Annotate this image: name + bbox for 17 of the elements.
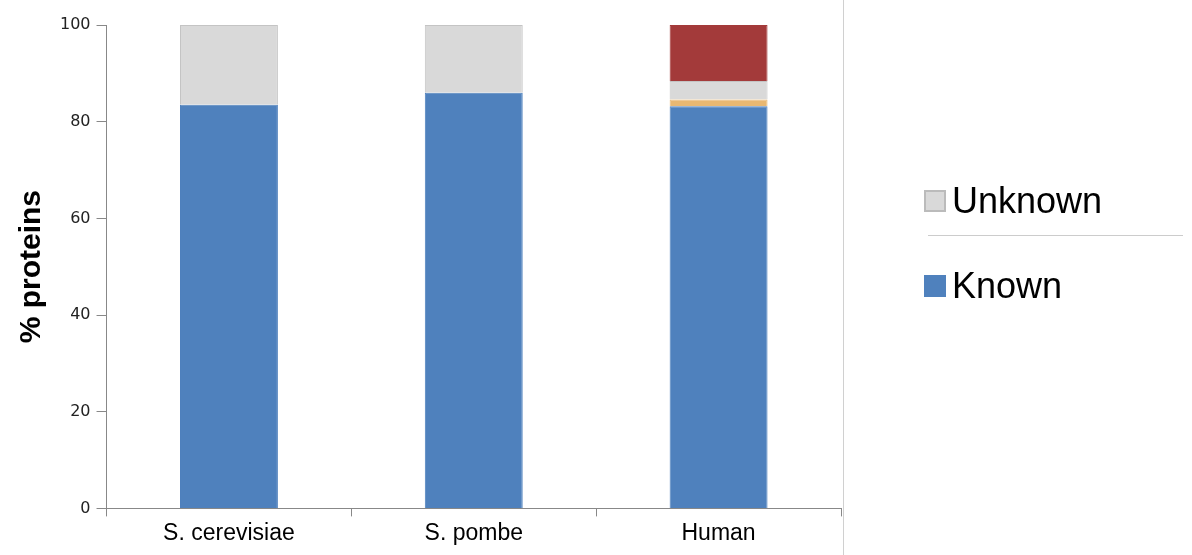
y-tick-label: 40 — [70, 304, 91, 324]
x-tick-label: S. pombe — [424, 518, 523, 545]
y-tick-label: 100 — [59, 14, 91, 34]
x-tick-label: Human — [681, 518, 756, 545]
x-tick-label: S. cerevisiae — [163, 518, 295, 545]
y-tick-label: 80 — [70, 110, 91, 130]
y-tick-label: 20 — [70, 400, 91, 420]
legend-label: Known — [952, 265, 1063, 307]
bar — [669, 25, 768, 82]
y-tick-label: 0 — [80, 497, 91, 517]
bar — [669, 99, 768, 107]
bar — [669, 106, 768, 508]
bar — [424, 92, 523, 508]
y-tick-label: 60 — [70, 207, 91, 227]
y-axis-title: % proteins — [13, 190, 47, 344]
legend-label: Unknown — [952, 180, 1103, 222]
bar — [179, 104, 278, 508]
